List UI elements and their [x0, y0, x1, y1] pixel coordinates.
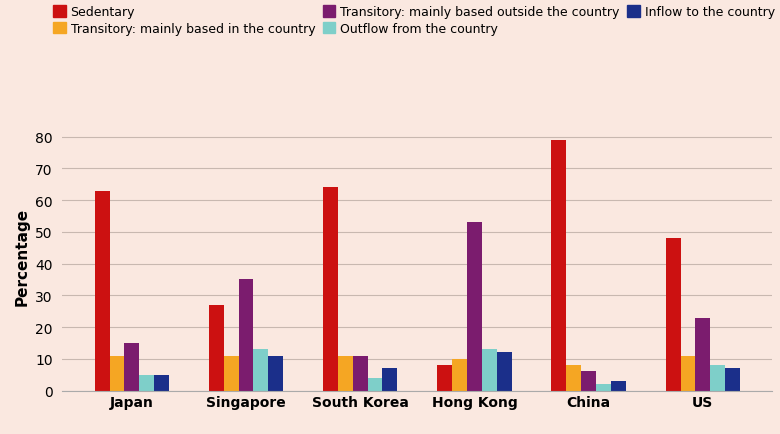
- Legend: Sedentary, Transitory: mainly based in the country, Transitory: mainly based out: Sedentary, Transitory: mainly based in t…: [53, 6, 775, 36]
- Bar: [665, 239, 680, 391]
- Bar: [338, 356, 353, 391]
- Bar: [611, 381, 626, 391]
- Bar: [581, 372, 596, 391]
- Bar: [323, 188, 338, 391]
- Bar: [382, 368, 397, 391]
- Bar: [124, 343, 139, 391]
- Bar: [696, 318, 711, 391]
- Bar: [551, 141, 566, 391]
- Bar: [209, 305, 224, 391]
- Bar: [711, 365, 725, 391]
- Bar: [497, 352, 512, 391]
- Y-axis label: Percentage: Percentage: [15, 207, 30, 305]
- Bar: [367, 378, 382, 391]
- Bar: [438, 365, 452, 391]
- Bar: [452, 359, 467, 391]
- Bar: [254, 349, 268, 391]
- Bar: [680, 356, 696, 391]
- Bar: [482, 349, 497, 391]
- Bar: [467, 223, 482, 391]
- Bar: [154, 375, 169, 391]
- Bar: [566, 365, 581, 391]
- Bar: [94, 191, 109, 391]
- Bar: [596, 384, 611, 391]
- Bar: [268, 356, 283, 391]
- Bar: [109, 356, 124, 391]
- Bar: [353, 356, 367, 391]
- Bar: [224, 356, 239, 391]
- Bar: [139, 375, 154, 391]
- Bar: [239, 280, 254, 391]
- Bar: [725, 368, 740, 391]
